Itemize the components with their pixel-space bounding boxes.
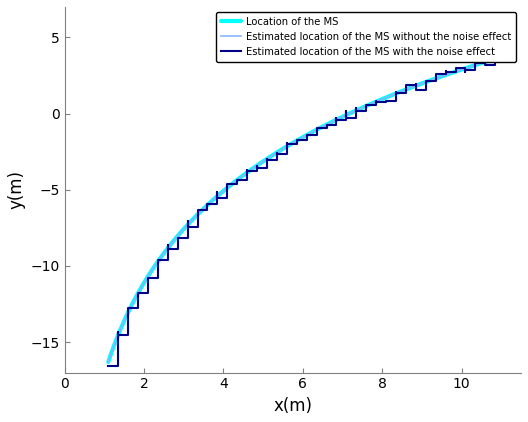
Legend: Location of the MS, Estimated location of the MS without the noise effect, Estim: Location of the MS, Estimated location o…	[216, 12, 516, 62]
Estimated location of the MS without the noise effect	[262, 157, 269, 162]
Estimated location of the MS with the noise effect	[214, 189, 221, 195]
Estimated location of the MS with the noise effect	[194, 225, 201, 230]
Location of the MS	[380, 96, 386, 101]
Location of the MS	[105, 360, 111, 365]
Estimated location of the MS with the noise effect	[422, 87, 429, 92]
Estimated location of the MS without the noise effect	[502, 53, 508, 58]
Location of the MS	[262, 157, 269, 162]
X-axis label: x(m): x(m)	[274, 397, 313, 415]
Estimated location of the MS with the noise effect	[383, 100, 389, 105]
Estimated location of the MS without the noise effect	[235, 176, 242, 181]
Estimated location of the MS with the noise effect	[502, 55, 508, 60]
Estimated location of the MS without the noise effect	[105, 360, 111, 365]
Estimated location of the MS without the noise effect	[329, 119, 335, 124]
Estimated location of the MS with the noise effect	[492, 62, 498, 68]
Line: Location of the MS: Location of the MS	[108, 56, 505, 362]
Location of the MS	[433, 76, 439, 81]
Line: Estimated location of the MS with the noise effect: Estimated location of the MS with the no…	[108, 57, 505, 366]
Estimated location of the MS without the noise effect	[433, 76, 439, 81]
Estimated location of the MS without the noise effect	[313, 127, 319, 133]
Location of the MS	[502, 53, 508, 58]
Location of the MS	[329, 119, 335, 124]
Location of the MS	[235, 176, 242, 181]
Estimated location of the MS with the noise effect	[324, 122, 330, 127]
Location of the MS	[313, 127, 319, 133]
Estimated location of the MS with the noise effect	[105, 363, 111, 368]
Line: Estimated location of the MS without the noise effect: Estimated location of the MS without the…	[108, 56, 505, 362]
Y-axis label: y(m): y(m)	[7, 170, 25, 209]
Estimated location of the MS without the noise effect	[380, 96, 386, 101]
